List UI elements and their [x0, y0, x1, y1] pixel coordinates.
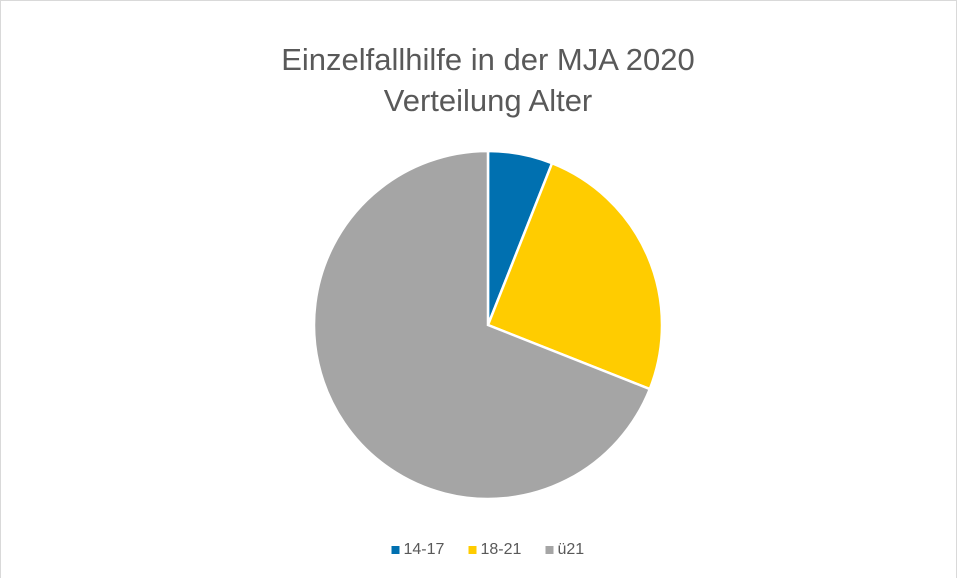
legend-label: 14-17 [404, 541, 445, 558]
legend-label: 18-21 [481, 541, 522, 558]
legend-swatch [391, 546, 400, 554]
legend-swatch [545, 546, 554, 554]
pie-slice [486, 161, 664, 391]
chart-title: Einzelfallhilfe in der MJA 2020 [281, 42, 695, 77]
legend-swatch [468, 546, 477, 554]
chart-subtitle: Verteilung Alter [384, 83, 593, 118]
legend-label: ü21 [558, 541, 585, 558]
pie-slice [312, 149, 652, 501]
